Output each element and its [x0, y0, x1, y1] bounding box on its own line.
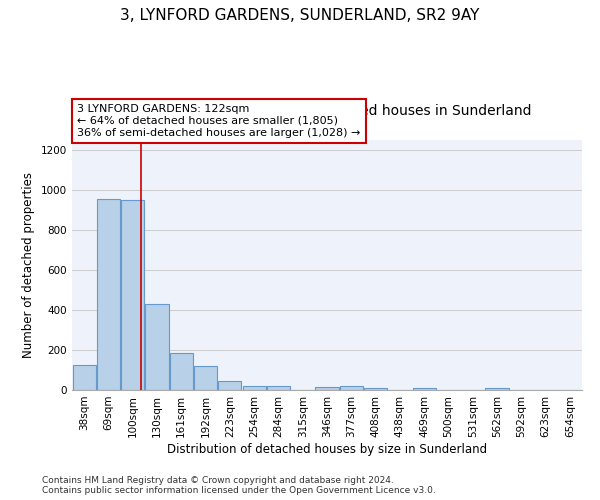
X-axis label: Distribution of detached houses by size in Sunderland: Distribution of detached houses by size … [167, 442, 487, 456]
Bar [194, 366, 217, 390]
Bar [121, 200, 144, 390]
Bar [267, 386, 290, 390]
Bar [73, 365, 95, 390]
Bar [316, 387, 338, 390]
Title: Size of property relative to detached houses in Sunderland: Size of property relative to detached ho… [122, 104, 532, 118]
Text: 3 LYNFORD GARDENS: 122sqm
← 64% of detached houses are smaller (1,805)
36% of se: 3 LYNFORD GARDENS: 122sqm ← 64% of detac… [77, 104, 361, 138]
Bar [218, 381, 241, 390]
Bar [340, 386, 363, 390]
Bar [242, 386, 266, 390]
Text: Contains HM Land Registry data © Crown copyright and database right 2024.
Contai: Contains HM Land Registry data © Crown c… [42, 476, 436, 495]
Y-axis label: Number of detached properties: Number of detached properties [22, 172, 35, 358]
Bar [364, 388, 387, 390]
Bar [485, 388, 509, 390]
Bar [97, 199, 120, 390]
Text: 3, LYNFORD GARDENS, SUNDERLAND, SR2 9AY: 3, LYNFORD GARDENS, SUNDERLAND, SR2 9AY [121, 8, 479, 22]
Bar [145, 304, 169, 390]
Bar [170, 353, 193, 390]
Bar [413, 388, 436, 390]
